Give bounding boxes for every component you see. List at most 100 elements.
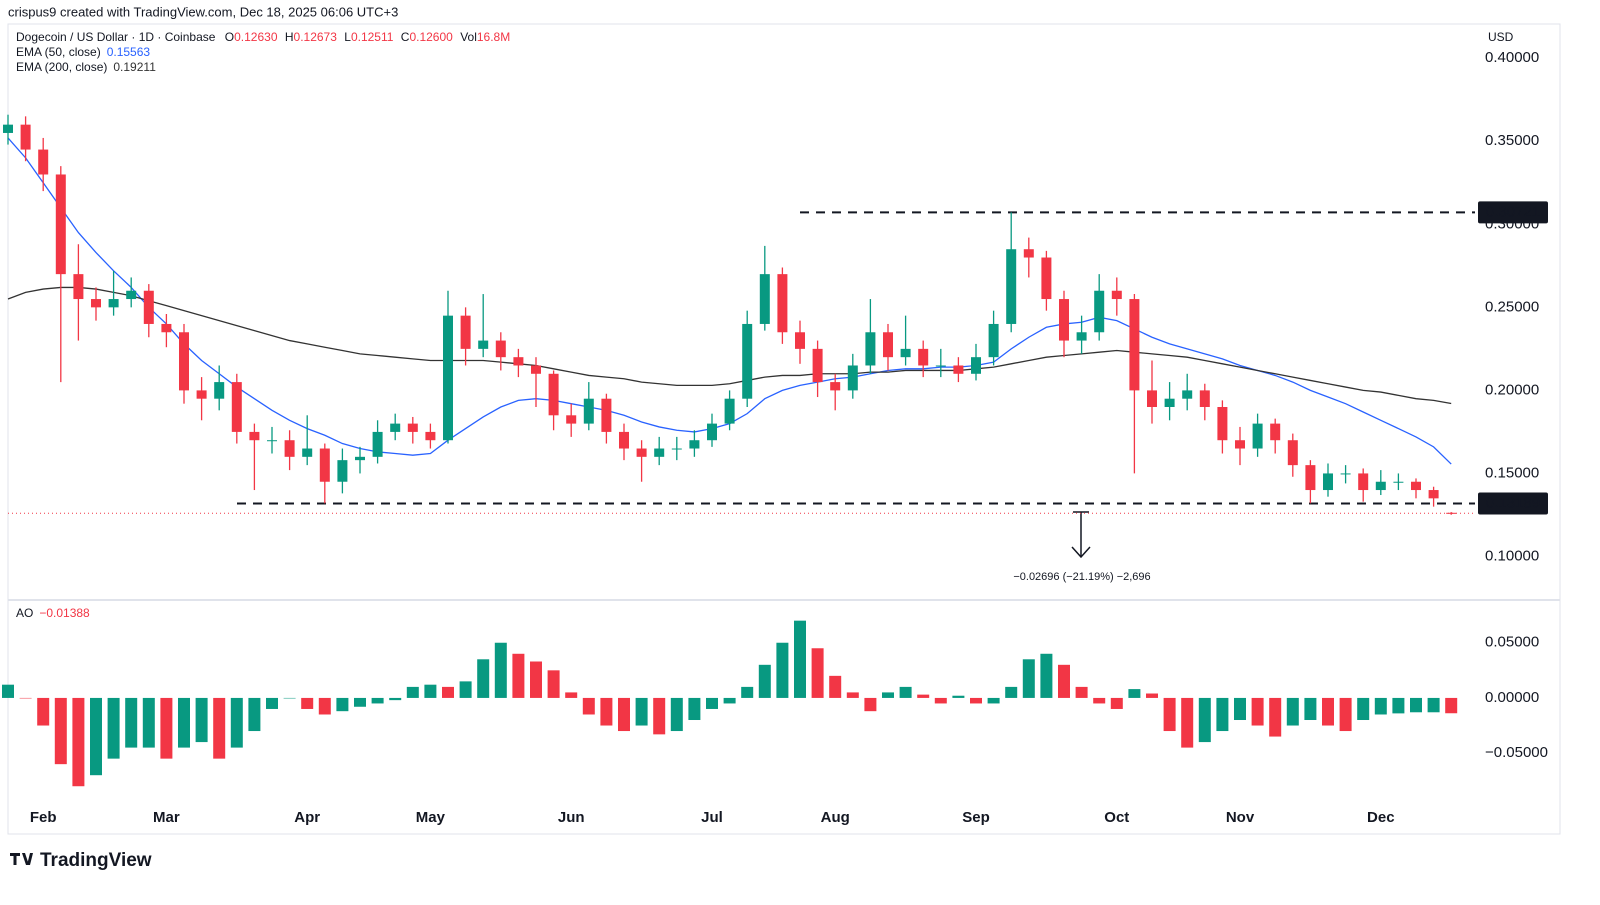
candle-body [619, 431, 629, 449]
x-tick-label: Dec [1367, 809, 1395, 826]
ao-bar [72, 697, 85, 787]
ao-bar [37, 697, 50, 726]
y-tick-label: −0.05000 [1485, 744, 1548, 761]
ao-bar [1339, 697, 1352, 732]
y-tick-label: 0.40000 [1485, 49, 1539, 66]
candle-body [355, 456, 365, 461]
candle-body [513, 357, 524, 366]
candle-body [1323, 473, 1333, 491]
candle-body [143, 290, 154, 324]
candle-body [1375, 481, 1386, 491]
x-tick-label: Sep [962, 809, 990, 826]
candle-body [1358, 473, 1369, 491]
ao-bar [318, 697, 331, 715]
y-tick-label: 0.00000 [1485, 689, 1539, 706]
ao-bar [442, 686, 454, 698]
candle-body [971, 357, 981, 374]
ao-bar [1058, 664, 1070, 698]
candle-body [372, 431, 383, 457]
ao-bar [1322, 697, 1334, 726]
candle-body [548, 373, 559, 416]
candle-body [214, 382, 225, 399]
candle-body [777, 274, 788, 333]
candle-body [1041, 257, 1052, 300]
candle-body [988, 323, 999, 358]
ao-bar [618, 697, 630, 732]
candle-body [55, 174, 66, 275]
candle-body [654, 448, 665, 457]
candle-body [1147, 390, 1157, 407]
ao-bar [512, 653, 525, 698]
ao-bar [213, 697, 226, 759]
candle-body [1076, 332, 1087, 341]
ao-bar [195, 697, 208, 743]
ao-bar [1005, 686, 1018, 698]
ao-bar [811, 648, 824, 698]
candle-body [812, 348, 823, 383]
ao-bar [1410, 697, 1422, 713]
candle-body [1094, 290, 1105, 333]
ao-bar [354, 697, 366, 707]
candle-body [935, 365, 946, 367]
ao-bar [776, 642, 789, 698]
candle-body [495, 340, 506, 358]
x-tick-label: Nov [1226, 809, 1255, 826]
candle-body [267, 440, 277, 442]
ao-value: −0.01388 [39, 606, 90, 620]
candle-body [284, 440, 295, 457]
y-tick-label: 0.10000 [1485, 547, 1539, 564]
ohlc-key: Vol [460, 30, 477, 44]
x-tick-label: Apr [294, 809, 320, 826]
candle-body [900, 348, 911, 358]
ao-bar [635, 697, 648, 726]
ao-bar [582, 697, 595, 715]
x-tick-label: Mar [153, 809, 180, 826]
currency: USD [1488, 30, 1514, 44]
ao-bar [107, 697, 120, 759]
ao-bar [389, 697, 402, 701]
ao-bar [1304, 697, 1317, 721]
ao-bar [688, 697, 701, 721]
candle-body [478, 340, 489, 349]
ao-bar [1216, 697, 1229, 732]
brand-name: TradingView [40, 850, 152, 871]
ao-bar [653, 697, 666, 735]
ao-bar [230, 697, 243, 748]
candle-body [443, 315, 453, 441]
ohlc-value: 0.12511 [351, 30, 394, 44]
ao-bar [864, 697, 877, 712]
ohlc-key: L [344, 30, 351, 44]
candle-body [407, 423, 418, 432]
ema-value: 0.15563 [107, 45, 151, 59]
x-tick-label: Oct [1104, 809, 1129, 826]
candle-body [337, 460, 348, 482]
ao-bar [741, 686, 754, 698]
candle-body [302, 448, 313, 457]
candle-body [390, 423, 401, 432]
ao-bar [1234, 697, 1246, 721]
candle-body [1287, 440, 1298, 466]
ao-bar [758, 664, 771, 698]
ao-bar [54, 697, 67, 765]
candle-body [583, 398, 594, 424]
ao-bar [142, 697, 155, 748]
candle-body [1059, 299, 1069, 341]
candle-body [1411, 481, 1421, 491]
candle-body [601, 398, 612, 432]
candle-body [3, 124, 13, 133]
ao-bar [1198, 697, 1211, 743]
ao-bar [882, 692, 894, 698]
ao-bar [670, 697, 683, 732]
ao-bar [1392, 697, 1405, 714]
ao-bar [178, 697, 190, 748]
candle-body [1023, 249, 1034, 258]
candle-body [795, 332, 805, 349]
ao-bar [1427, 697, 1440, 713]
ao-bar [846, 692, 859, 698]
ao-bar [283, 697, 296, 699]
candle-body [1428, 490, 1439, 499]
candle-body [671, 448, 682, 450]
ao-bar [301, 697, 314, 709]
